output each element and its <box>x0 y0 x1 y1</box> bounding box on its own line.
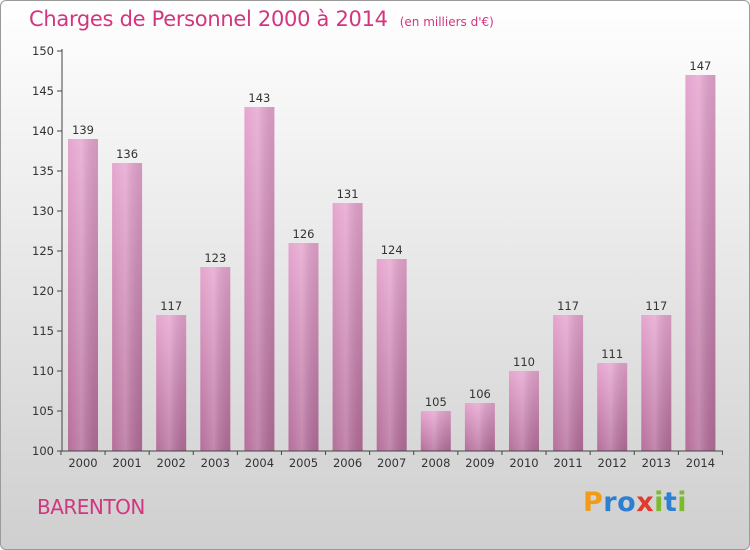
location-label: BARENTON <box>37 495 145 519</box>
data-label-2001: 136 <box>116 147 138 161</box>
bar-shine-2009 <box>464 403 495 451</box>
x-tick-label: 2005 <box>289 456 318 470</box>
bar-shine-2001 <box>112 163 143 451</box>
data-label-2012: 111 <box>601 347 623 361</box>
axes-layer: 2000 2001 2002 2003 2004 2005 2006 2007 2008 2009… <box>32 44 723 470</box>
data-label-2003: 123 <box>204 251 226 265</box>
data-label-2011: 117 <box>557 299 579 313</box>
bar-shine-2000 <box>68 139 98 451</box>
bars-layer: 139 136 117 123 143 126 131 124 105 106 110 117 111 1… <box>68 59 716 451</box>
data-label-2010: 110 <box>513 355 535 369</box>
x-tick-label: 2002 <box>157 456 186 470</box>
x-tick-label: 2004 <box>245 456 274 470</box>
data-label-2006: 131 <box>337 187 359 201</box>
data-label-2009: 106 <box>469 387 491 401</box>
y-tick-label: 120 <box>32 284 54 298</box>
bar-shine-2006 <box>332 203 363 451</box>
data-label-2014: 147 <box>689 59 711 73</box>
bar-shine-2007 <box>376 259 407 451</box>
bar-shine-2003 <box>200 267 231 451</box>
data-label-2008: 105 <box>425 395 447 409</box>
data-label-2004: 143 <box>248 91 270 105</box>
logo-letter: i <box>677 487 688 518</box>
y-tick-label: 125 <box>32 244 54 258</box>
data-label-2013: 117 <box>645 299 667 313</box>
bar-shine-2005 <box>288 243 319 451</box>
bar-shine-2013 <box>641 315 672 451</box>
x-tick-label: 2008 <box>421 456 450 470</box>
x-tick-label: 2010 <box>509 456 538 470</box>
x-tick-label: 2000 <box>68 456 97 470</box>
x-tick-label: 2006 <box>333 456 362 470</box>
y-tick-label: 115 <box>32 324 54 338</box>
logo-letter: t <box>663 487 678 518</box>
data-label-2002: 117 <box>160 299 182 313</box>
data-label-2007: 124 <box>381 243 403 257</box>
chart-subtitle: (en milliers d'€) <box>399 15 494 29</box>
title-text: Charges de Personnel 2000 à 2014 <box>29 7 388 31</box>
logo-letter: i <box>654 487 664 518</box>
y-tick-label: 130 <box>32 204 54 218</box>
y-tick-label: 105 <box>32 404 54 418</box>
data-label-2005: 126 <box>293 227 315 241</box>
bar-shine-2010 <box>509 371 539 451</box>
y-tick-label: 100 <box>32 444 54 458</box>
y-tick-label: 135 <box>32 164 54 178</box>
x-tick-label: 2001 <box>112 456 141 470</box>
x-tick-label: 2014 <box>686 456 715 470</box>
bar-shine-2012 <box>597 363 628 451</box>
y-tick-label: 150 <box>32 44 54 58</box>
logo-letter: r <box>603 487 618 518</box>
x-tick-label: 2003 <box>201 456 230 470</box>
x-tick-label: 2011 <box>553 456 582 470</box>
x-tick-label: 2007 <box>377 456 406 470</box>
logo-letter: x <box>636 487 655 518</box>
chart-title: Charges de Personnel 2000 à 2014 (en mill… <box>29 7 494 31</box>
logo-letter: o <box>617 487 637 518</box>
bar-shine-2002 <box>156 315 187 451</box>
data-label-2000: 139 <box>72 123 94 137</box>
proxiti-logo: Proxiti <box>583 487 687 518</box>
x-tick-label: 2012 <box>598 456 627 470</box>
bar-shine-2011 <box>553 315 584 451</box>
y-tick-label: 140 <box>32 124 54 138</box>
x-tick-label: 2009 <box>465 456 494 470</box>
bar-shine-2014 <box>685 75 716 451</box>
y-tick-label: 110 <box>32 364 54 378</box>
bar-shine-2004 <box>244 107 275 451</box>
bar-shine-2008 <box>420 411 451 451</box>
logo-letter: P <box>583 487 604 518</box>
x-tick-label: 2013 <box>642 456 671 470</box>
y-tick-label: 145 <box>32 84 54 98</box>
